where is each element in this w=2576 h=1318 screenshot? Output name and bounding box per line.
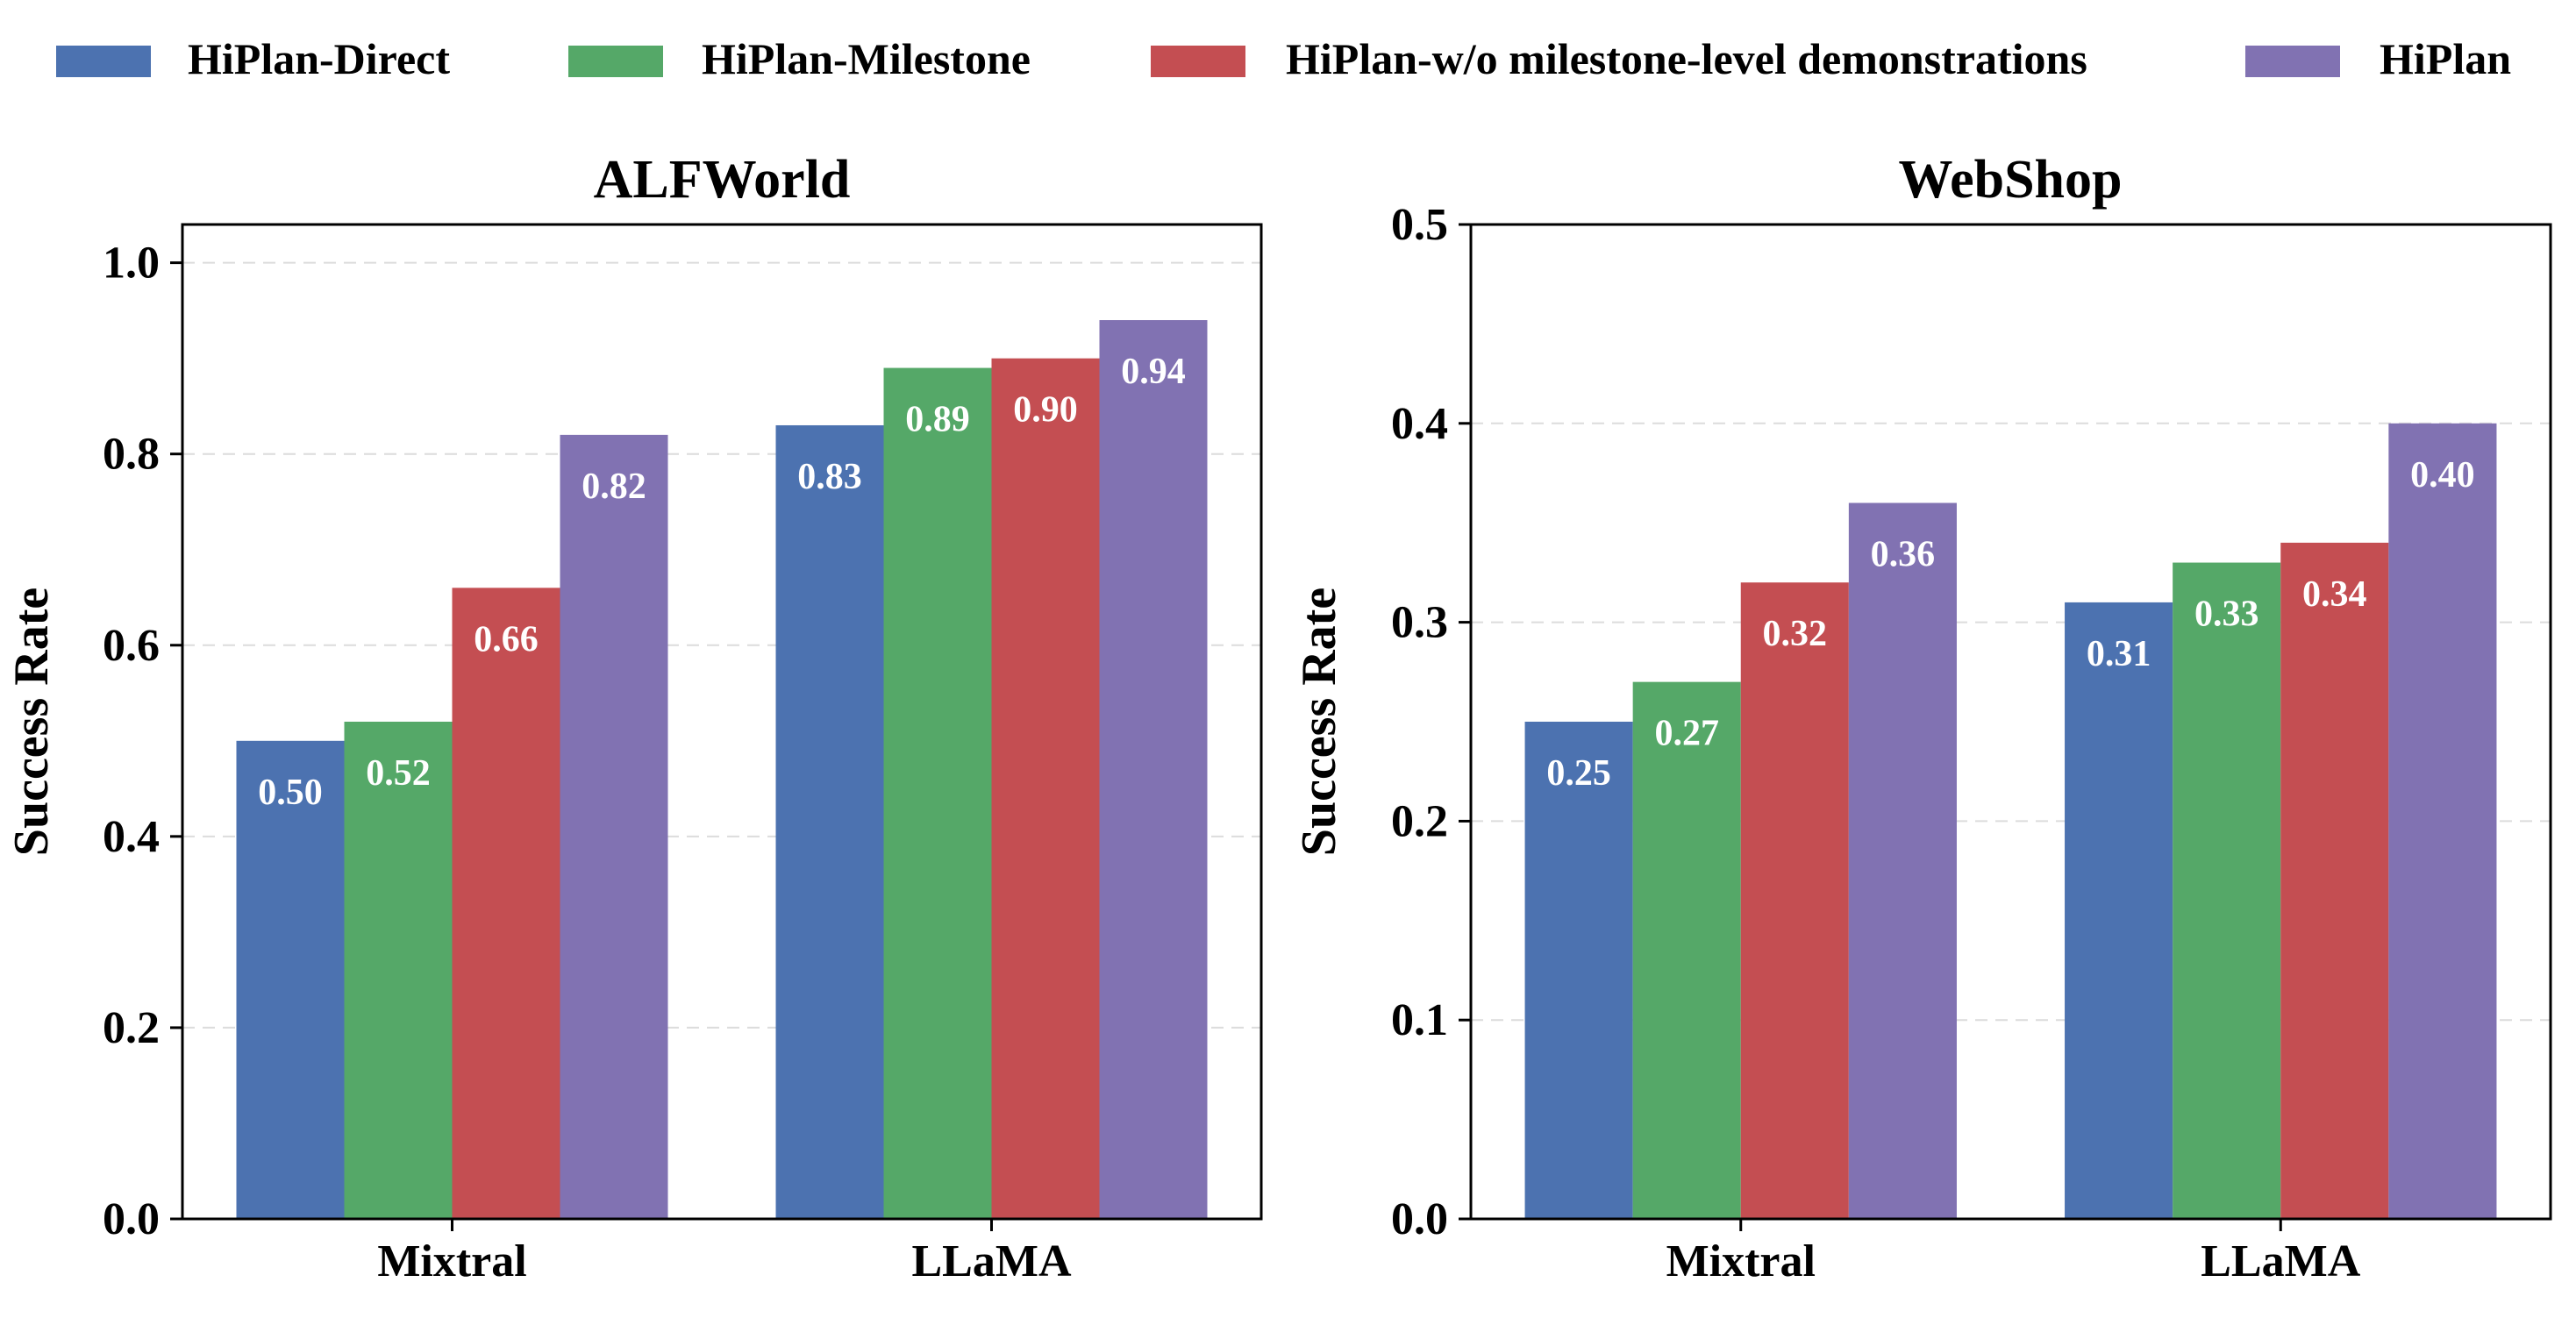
webshop-chart-title: WebShop bbox=[1898, 150, 2122, 210]
alfworld-bar-mixtral-4 bbox=[560, 434, 668, 1219]
alfworld-x-tick-label: LLaMA bbox=[912, 1236, 1072, 1286]
webshop-y-tick-label: 0.5 bbox=[1391, 200, 1448, 250]
legend-label-2: HiPlan-Milestone bbox=[702, 34, 1031, 83]
alfworld-bar-value-label: 0.82 bbox=[582, 467, 646, 507]
webshop-bar-value-label: 0.34 bbox=[2302, 574, 2367, 615]
alfworld-bar-value-label: 0.52 bbox=[366, 753, 431, 794]
alfworld-bar-llama-2 bbox=[883, 367, 992, 1219]
alfworld-bar-llama-3 bbox=[991, 358, 1100, 1220]
legend-swatch-3 bbox=[1151, 46, 1245, 77]
webshop-bar-value-label: 0.33 bbox=[2194, 595, 2259, 635]
webshop-bar-llama-2 bbox=[2173, 562, 2281, 1219]
legend-swatch-2 bbox=[568, 46, 663, 77]
webshop-bar-llama-4 bbox=[2388, 423, 2497, 1219]
alfworld-bar-llama-4 bbox=[1099, 320, 1208, 1219]
alfworld-x-tick-label: Mixtral bbox=[377, 1236, 526, 1286]
webshop-bar-mixtral-1 bbox=[1524, 722, 1633, 1219]
webshop-bar-mixtral-2 bbox=[1632, 681, 1741, 1219]
alfworld-y-tick-label: 0.8 bbox=[103, 430, 160, 480]
alfworld-bar-mixtral-1 bbox=[236, 740, 345, 1219]
alfworld-bar-value-label: 0.94 bbox=[1121, 352, 1186, 392]
alfworld-y-tick-label: 1.0 bbox=[103, 239, 160, 289]
alfworld-plot-frame bbox=[181, 223, 1263, 1221]
legend-swatch-1 bbox=[56, 46, 151, 77]
webshop-x-tick-label: LLaMA bbox=[2201, 1236, 2360, 1286]
webshop-y-tick-label: 0.3 bbox=[1391, 598, 1448, 648]
webshop-y-tick-label: 0.1 bbox=[1391, 995, 1448, 1045]
legend-swatch-4 bbox=[2245, 46, 2340, 77]
alfworld-y-tick-label: 0.2 bbox=[103, 1003, 160, 1053]
webshop-bar-llama-1 bbox=[2065, 602, 2173, 1219]
alfworld-bar-value-label: 0.66 bbox=[474, 619, 539, 659]
webshop-y-tick-label: 0.0 bbox=[1391, 1194, 1448, 1244]
alfworld-y-tick-label: 0.4 bbox=[103, 812, 160, 862]
webshop-bar-value-label: 0.31 bbox=[2087, 634, 2151, 674]
alfworld-bar-value-label: 0.90 bbox=[1013, 390, 1078, 431]
webshop-bar-mixtral-3 bbox=[1740, 582, 1849, 1219]
alfworld-bar-value-label: 0.83 bbox=[797, 457, 862, 497]
webshop-plot-frame bbox=[1469, 223, 2552, 1221]
webshop-bar-value-label: 0.25 bbox=[1546, 753, 1611, 794]
webshop-bar-value-label: 0.32 bbox=[1763, 614, 1828, 654]
webshop-bar-llama-3 bbox=[2280, 542, 2389, 1219]
alfworld-chart-title: ALFWorld bbox=[594, 150, 851, 210]
webshop-bar-value-label: 0.27 bbox=[1654, 714, 1719, 754]
alfworld-bar-mixtral-2 bbox=[344, 722, 453, 1219]
alfworld-bar-value-label: 0.89 bbox=[905, 400, 970, 440]
webshop-y-tick-label: 0.4 bbox=[1391, 399, 1448, 449]
webshop-bar-value-label: 0.36 bbox=[1871, 535, 1936, 575]
legend-label-1: HiPlan-Direct bbox=[188, 34, 450, 83]
alfworld-y-axis-label: Success Rate bbox=[4, 588, 59, 856]
alfworld-bar-llama-1 bbox=[775, 424, 884, 1219]
legend-label-4: HiPlan bbox=[2380, 34, 2511, 83]
webshop-y-axis-label: Success Rate bbox=[1292, 588, 1346, 856]
webshop-x-tick-label: Mixtral bbox=[1666, 1236, 1816, 1286]
webshop-y-tick-label: 0.2 bbox=[1391, 796, 1448, 846]
webshop-bar-mixtral-4 bbox=[1848, 502, 1957, 1219]
webshop-bar-value-label: 0.40 bbox=[2410, 455, 2475, 495]
alfworld-bar-value-label: 0.50 bbox=[258, 773, 323, 813]
alfworld-bar-mixtral-3 bbox=[452, 588, 560, 1219]
alfworld-y-tick-label: 0.6 bbox=[103, 621, 160, 671]
alfworld-y-tick-label: 0.0 bbox=[103, 1194, 160, 1244]
legend-label-3: HiPlan-w/o milestone-level demonstration… bbox=[1286, 34, 2087, 83]
